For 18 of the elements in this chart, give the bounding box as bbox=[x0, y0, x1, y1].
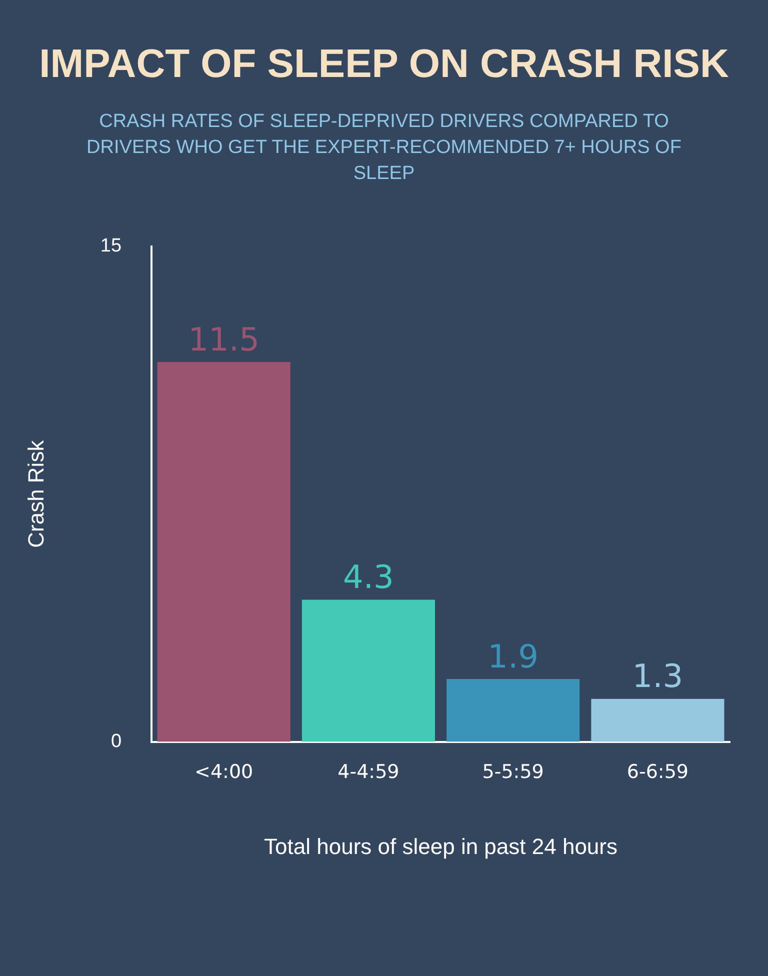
x-tick-label: 6-6:59 bbox=[626, 761, 689, 784]
bar bbox=[446, 679, 580, 742]
chart-subtitle: CRASH RATES OF SLEEP-DEPRIVED DRIVERS COMPARED TO DRIVERS WHO GET THE EXPERT-RECOMMENDED 7+ HOURS OF SLEEP bbox=[86, 110, 682, 186]
x-axis-title: Total hours of sleep in past 24 hours bbox=[264, 834, 618, 859]
y-tick-label: 0 bbox=[110, 731, 122, 752]
bar bbox=[157, 362, 290, 742]
data-label: 4.3 bbox=[343, 558, 394, 596]
data-label: 1.9 bbox=[488, 637, 539, 676]
chart-title: IMPACT OF SLEEP ON CRASH RISK bbox=[38, 41, 730, 87]
data-label: 11.5 bbox=[188, 320, 260, 358]
x-tick-label: 4-4:59 bbox=[338, 761, 400, 784]
x-tick-label: 5-5:59 bbox=[482, 761, 544, 784]
bar bbox=[302, 600, 435, 742]
y-axis-title: Crash Risk bbox=[23, 439, 48, 548]
x-tick-label: <4:00 bbox=[194, 761, 254, 784]
y-tick-label: 15 bbox=[100, 236, 122, 257]
data-label: 1.3 bbox=[632, 657, 684, 696]
bar bbox=[591, 698, 724, 742]
